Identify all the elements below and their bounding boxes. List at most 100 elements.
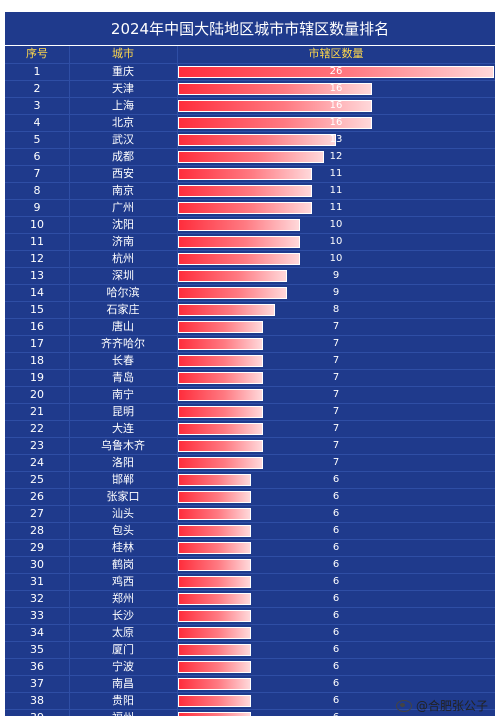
table-row: 33 长沙 6 xyxy=(5,607,495,623)
city-label: 乌鲁木齐 xyxy=(101,439,145,452)
city-label: 上海 xyxy=(112,99,134,112)
city-label: 郑州 xyxy=(112,592,134,605)
bar-mark xyxy=(178,168,312,180)
city-label: 广州 xyxy=(112,201,134,214)
table-row: 29 桂林 6 xyxy=(5,539,495,555)
bar-value-label: 11 xyxy=(329,168,343,179)
city-label: 宁波 xyxy=(112,660,134,673)
rank-label: 17 xyxy=(30,337,44,350)
table-row: 25 邯郸 6 xyxy=(5,471,495,487)
rank-label: 26 xyxy=(30,490,44,503)
header-count: 市辖区数量 xyxy=(308,47,364,60)
table-row: 14 哈尔滨 9 xyxy=(5,284,495,300)
table-row: 6 成都 12 xyxy=(5,148,495,164)
city-label: 南宁 xyxy=(112,388,134,401)
table-row: 1 重庆 26 xyxy=(5,63,495,79)
city-label: 重庆 xyxy=(112,65,134,78)
bar-value-label: 7 xyxy=(332,406,340,417)
table-row: 36 宁波 6 xyxy=(5,658,495,674)
rank-label: 3 xyxy=(33,99,41,112)
bar-mark xyxy=(178,695,251,707)
ranking-table: 序号 城市 市辖区数量 1 重庆 26 2 天津 16 3 上海 16 4 北京 16 5 武汉 13 6 成都… xyxy=(5,46,495,716)
table-row: 20 南宁 7 xyxy=(5,386,495,402)
rank-label: 11 xyxy=(30,235,44,248)
bar-value-label: 9 xyxy=(332,287,340,298)
rank-label: 39 xyxy=(5,710,69,716)
city-label: 鹤岗 xyxy=(112,558,134,571)
table-row: 30 鹤岗 6 xyxy=(5,556,495,572)
bar-mark xyxy=(178,644,251,656)
rank-label: 22 xyxy=(30,422,44,435)
table-row: 26 张家口 6 xyxy=(5,488,495,504)
table-row: 15 石家庄 8 xyxy=(5,301,495,317)
bar-value-label: 7 xyxy=(332,389,340,400)
rank-label: 15 xyxy=(30,303,44,316)
bar-value-label: 6 xyxy=(332,678,340,689)
city-label: 厦门 xyxy=(112,643,134,656)
bar-value-label: 7 xyxy=(332,423,340,434)
bar-value-label: 10 xyxy=(329,236,343,247)
table-row: 37 南昌 6 xyxy=(5,675,495,691)
city-label: 贵阳 xyxy=(112,694,134,707)
bar-value-label: 8 xyxy=(332,304,340,315)
bar-mark xyxy=(178,508,251,520)
table-row: 17 齐齐哈尔 7 xyxy=(5,335,495,351)
table-row: 12 杭州 10 xyxy=(5,250,495,266)
bar-value-label: 26 xyxy=(329,66,343,77)
rank-label: 16 xyxy=(30,320,44,333)
city-label: 大连 xyxy=(112,422,134,435)
table-row: 2 天津 16 xyxy=(5,80,495,96)
bar-value-label: 7 xyxy=(332,440,340,451)
watermark: @合肥张公子 xyxy=(395,697,488,714)
table-row: 34 太原 6 xyxy=(5,624,495,640)
rank-label: 9 xyxy=(33,201,41,214)
table-row: 16 唐山 7 xyxy=(5,318,495,334)
table-row: 28 包头 6 xyxy=(5,522,495,538)
rank-label: 10 xyxy=(30,218,44,231)
rank-label: 36 xyxy=(30,660,44,673)
table-row: 39福州6 xyxy=(5,709,495,716)
city-label: 昆明 xyxy=(112,405,134,418)
bar-value-label: 16 xyxy=(329,83,343,94)
city-label: 太原 xyxy=(112,626,134,639)
bar-mark xyxy=(178,117,372,129)
city-label: 邯郸 xyxy=(112,473,134,486)
city-label: 长春 xyxy=(112,354,134,367)
city-label: 青岛 xyxy=(112,371,134,384)
city-label: 唐山 xyxy=(112,320,134,333)
table-row: 11 济南 10 xyxy=(5,233,495,249)
column-divider xyxy=(69,46,70,716)
bar-mark xyxy=(178,406,263,418)
city-label: 成都 xyxy=(112,150,134,163)
rank-label: 8 xyxy=(33,184,41,197)
bar-mark xyxy=(178,202,312,214)
rank-label: 12 xyxy=(30,252,44,265)
bar-value-label: 6 xyxy=(332,559,340,570)
bar-value-label: 11 xyxy=(329,202,343,213)
table-row: 8 南京 11 xyxy=(5,182,495,198)
table-header: 序号 城市 市辖区数量 xyxy=(5,46,495,62)
table-row: 9 广州 11 xyxy=(5,199,495,215)
column-divider xyxy=(177,46,178,716)
rank-label: 6 xyxy=(33,150,41,163)
bar-mark xyxy=(178,559,251,571)
rank-label: 34 xyxy=(30,626,44,639)
header-rank: 序号 xyxy=(26,47,48,60)
table-row: 32 郑州 6 xyxy=(5,590,495,606)
bar-mark xyxy=(178,593,251,605)
table-row: 10 沈阳 10 xyxy=(5,216,495,232)
rank-label: 29 xyxy=(30,541,44,554)
city-label: 武汉 xyxy=(112,133,134,146)
city-label: 杭州 xyxy=(112,252,134,265)
bar-value-label: 10 xyxy=(329,253,343,264)
table-row: 21 昆明 7 xyxy=(5,403,495,419)
bar-mark xyxy=(178,355,263,367)
rank-label: 38 xyxy=(30,694,44,707)
table-row: 35 厦门 6 xyxy=(5,641,495,657)
bar-mark xyxy=(178,525,251,537)
bar-mark xyxy=(178,423,263,435)
table-row: 7 西安 11 xyxy=(5,165,495,181)
bar-mark xyxy=(178,185,312,197)
city-label: 张家口 xyxy=(106,490,140,503)
bar-value-label: 11 xyxy=(329,185,343,196)
